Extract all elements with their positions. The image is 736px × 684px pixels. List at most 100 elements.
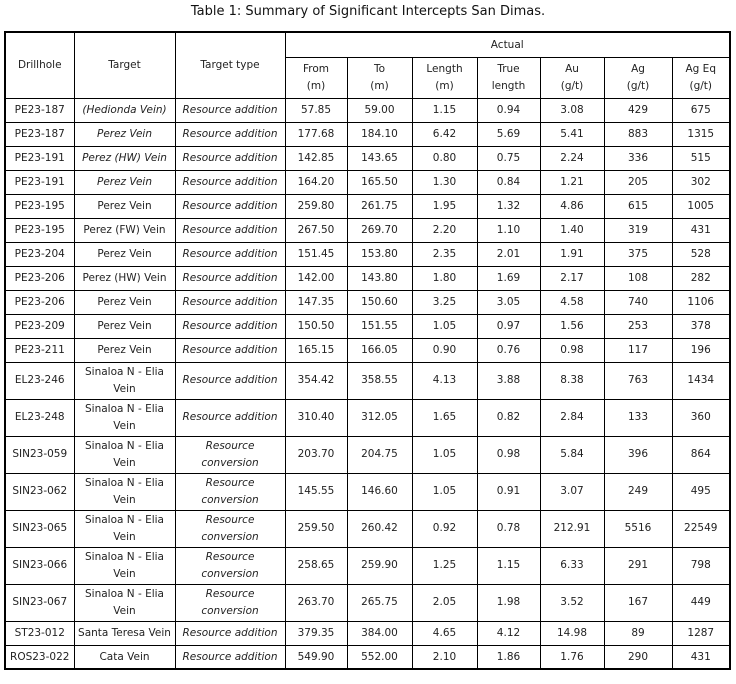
cell-length: 2.35 <box>411 241 478 267</box>
cell-target-type: Resource addition <box>174 644 286 670</box>
cell-drillhole: PE23-195 <box>4 193 75 219</box>
cell-from: 142.85 <box>284 145 348 171</box>
table-row: EL23-248 Sinaloa N - Elia Vein Resource … <box>4 398 731 437</box>
cell-target: Perez Vein <box>73 193 176 219</box>
cell-length: 4.13 <box>411 361 478 400</box>
cell-target-type: Resource conversion <box>174 472 286 511</box>
header-true-length-line2: length <box>491 79 526 92</box>
cell-true-length: 1.69 <box>476 265 541 291</box>
cell-ag: 133 <box>603 398 673 437</box>
cell-target-type: Resource addition <box>174 193 286 219</box>
cell-from: 354.42 <box>284 361 348 400</box>
cell-ag: 883 <box>603 121 673 147</box>
cell-length: 1.65 <box>411 398 478 437</box>
table-row: PE23-191 Perez (HW) Vein Resource additi… <box>4 145 731 171</box>
cell-target-type: Resource addition <box>174 97 286 123</box>
cell-to: 165.50 <box>346 169 413 195</box>
cell-target: Perez Vein <box>73 169 176 195</box>
cell-true-length: 0.84 <box>476 169 541 195</box>
cell-length: 0.80 <box>411 145 478 171</box>
cell-au: 212.91 <box>539 509 605 548</box>
cell-target-type: Resource conversion <box>174 509 286 548</box>
cell-length: 2.05 <box>411 583 478 622</box>
cell-true-length: 1.86 <box>476 644 541 670</box>
table-row: PE23-191 Perez Vein Resource addition 16… <box>4 169 731 195</box>
header-ag-unit: (g/t) <box>626 79 650 92</box>
intercepts-table: Drillhole Target Target type Actual From… <box>4 31 732 670</box>
table-row: SIN23-066 Sinaloa N - Elia Vein Resource… <box>4 546 731 585</box>
cell-ag: 336 <box>603 145 673 171</box>
header-ag-label: Ag <box>631 63 645 76</box>
cell-to: 312.05 <box>346 398 413 437</box>
cell-length: 0.92 <box>411 509 478 548</box>
cell-target-type: Resource addition <box>174 289 286 315</box>
table-row: ST23-012 Santa Teresa Vein Resource addi… <box>4 620 731 646</box>
cell-target: Sinaloa N - Elia Vein <box>73 472 176 511</box>
cell-target-type: Resource addition <box>174 337 286 363</box>
cell-length: 1.25 <box>411 546 478 585</box>
cell-au: 8.38 <box>539 361 605 400</box>
cell-ag-eq: 675 <box>671 97 731 123</box>
cell-target-type: Resource addition <box>174 361 286 400</box>
cell-true-length: 0.75 <box>476 145 541 171</box>
cell-true-length: 1.98 <box>476 583 541 622</box>
cell-ag-eq: 1315 <box>671 121 731 147</box>
cell-from: 147.35 <box>284 289 348 315</box>
cell-target: Cata Vein <box>73 644 176 670</box>
cell-ag: 249 <box>603 472 673 511</box>
cell-ag: 763 <box>603 361 673 400</box>
cell-target-type: Resource addition <box>174 217 286 243</box>
cell-to: 166.05 <box>346 337 413 363</box>
cell-target-type: Resource addition <box>174 145 286 171</box>
cell-to: 261.75 <box>346 193 413 219</box>
table-header: Drillhole Target Target type Actual From… <box>4 31 731 99</box>
cell-au: 2.24 <box>539 145 605 171</box>
cell-true-length: 0.76 <box>476 337 541 363</box>
cell-from: 259.80 <box>284 193 348 219</box>
cell-au: 1.40 <box>539 217 605 243</box>
cell-length: 6.42 <box>411 121 478 147</box>
cell-drillhole: ST23-012 <box>4 620 75 646</box>
cell-drillhole: SIN23-065 <box>4 509 75 548</box>
cell-au: 3.08 <box>539 97 605 123</box>
cell-ag: 253 <box>603 313 673 339</box>
cell-ag: 291 <box>603 546 673 585</box>
table-row: SIN23-059 Sinaloa N - Elia Vein Resource… <box>4 435 731 474</box>
header-to-unit: (m) <box>370 79 389 92</box>
cell-true-length: 3.05 <box>476 289 541 315</box>
cell-true-length: 2.01 <box>476 241 541 267</box>
header-to-label: To <box>373 63 386 76</box>
table-row: EL23-246 Sinaloa N - Elia Vein Resource … <box>4 361 731 400</box>
cell-true-length: 1.10 <box>476 217 541 243</box>
header-au: Au (g/t) <box>539 56 605 99</box>
cell-target: Sinaloa N - Elia Vein <box>73 546 176 585</box>
cell-from: 310.40 <box>284 398 348 437</box>
cell-ag: 319 <box>603 217 673 243</box>
cell-from: 151.45 <box>284 241 348 267</box>
cell-from: 263.70 <box>284 583 348 622</box>
table-row: SIN23-065 Sinaloa N - Elia Vein Resource… <box>4 509 731 548</box>
cell-true-length: 0.82 <box>476 398 541 437</box>
table-body: PE23-187 (Hedionda Vein) Resource additi… <box>4 97 731 670</box>
cell-ag-eq: 1106 <box>671 289 731 315</box>
cell-target: Sinaloa N - Elia Vein <box>73 583 176 622</box>
table-row: PE23-187 (Hedionda Vein) Resource additi… <box>4 97 731 123</box>
cell-length: 4.65 <box>411 620 478 646</box>
cell-ag: 429 <box>603 97 673 123</box>
cell-target: Sinaloa N - Elia Vein <box>73 435 176 474</box>
cell-from: 549.90 <box>284 644 348 670</box>
cell-drillhole: SIN23-059 <box>4 435 75 474</box>
cell-drillhole: SIN23-067 <box>4 583 75 622</box>
header-au-label: Au <box>565 63 579 76</box>
cell-au: 0.98 <box>539 337 605 363</box>
cell-to: 265.75 <box>346 583 413 622</box>
cell-to: 260.42 <box>346 509 413 548</box>
header-true-length: True length <box>476 56 541 99</box>
cell-ag: 375 <box>603 241 673 267</box>
header-drillhole: Drillhole <box>4 31 75 99</box>
cell-to: 151.55 <box>346 313 413 339</box>
table-row: SIN23-067 Sinaloa N - Elia Vein Resource… <box>4 583 731 622</box>
table-row: PE23-204 Perez Vein Resource addition 15… <box>4 241 731 267</box>
cell-ag: 740 <box>603 289 673 315</box>
header-to: To (m) <box>346 56 413 99</box>
